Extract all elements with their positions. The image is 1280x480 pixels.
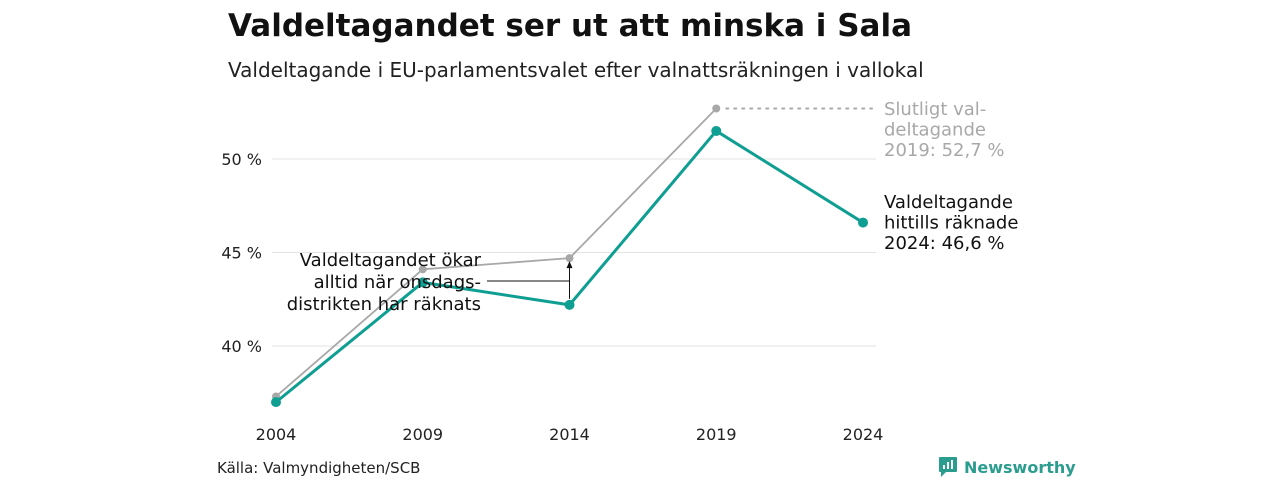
x-tick-label: 2019 (696, 425, 737, 444)
series (271, 104, 868, 408)
x-tick-label: 2009 (402, 425, 443, 444)
chart-title: Valdeltagandet ser ut att minska i Sala (228, 8, 912, 44)
brand-logo: Newsworthy (938, 456, 1076, 478)
brand-name: Newsworthy (964, 457, 1076, 477)
data-point-counted (417, 277, 428, 288)
source-note: Källa: Valmyndigheten/SCB (217, 459, 421, 477)
data-point-final (418, 265, 427, 274)
data-point-counted (564, 299, 575, 310)
newsworthy-logo-icon (939, 457, 957, 477)
y-tick-label: 40 % (221, 337, 262, 356)
note-label: Valdeltagandet ökar (300, 250, 482, 271)
final-turnout-label: 2019: 52,7 % (884, 140, 1005, 161)
x-tick-label: 2024 (843, 425, 884, 444)
final-turnout-label: deltagande (884, 120, 986, 141)
chart-subtitle: Valdeltagande i EU-parlamentsvalet efter… (228, 58, 924, 82)
x-tick-label: 2014 (549, 425, 590, 444)
data-point-final (712, 104, 721, 113)
data-point-counted (858, 217, 868, 228)
series-line-final (275, 107, 717, 398)
counted-turnout-label: hittills räknade (884, 213, 1018, 234)
note-label: distrikten har räknats (287, 294, 481, 315)
y-axis-ticks: 40 % 45 % 50 % (221, 150, 262, 356)
data-point-counted (271, 397, 281, 408)
note-label: alltid när onsdags- (314, 272, 481, 293)
final-turnout-label: Slutligt val- (884, 99, 986, 120)
data-point-final (565, 254, 574, 263)
data-point-counted (711, 125, 722, 136)
y-tick-label: 50 % (221, 150, 262, 169)
counted-turnout-label: 2024: 46,6 % (884, 233, 1005, 254)
counted-turnout-label: Valdeltagande (884, 192, 1013, 213)
y-tick-label: 45 % (221, 244, 262, 263)
arrow-head (566, 261, 573, 269)
x-axis-ticks: 2004 2009 2014 2019 2024 (256, 425, 884, 444)
x-tick-label: 2004 (256, 425, 297, 444)
